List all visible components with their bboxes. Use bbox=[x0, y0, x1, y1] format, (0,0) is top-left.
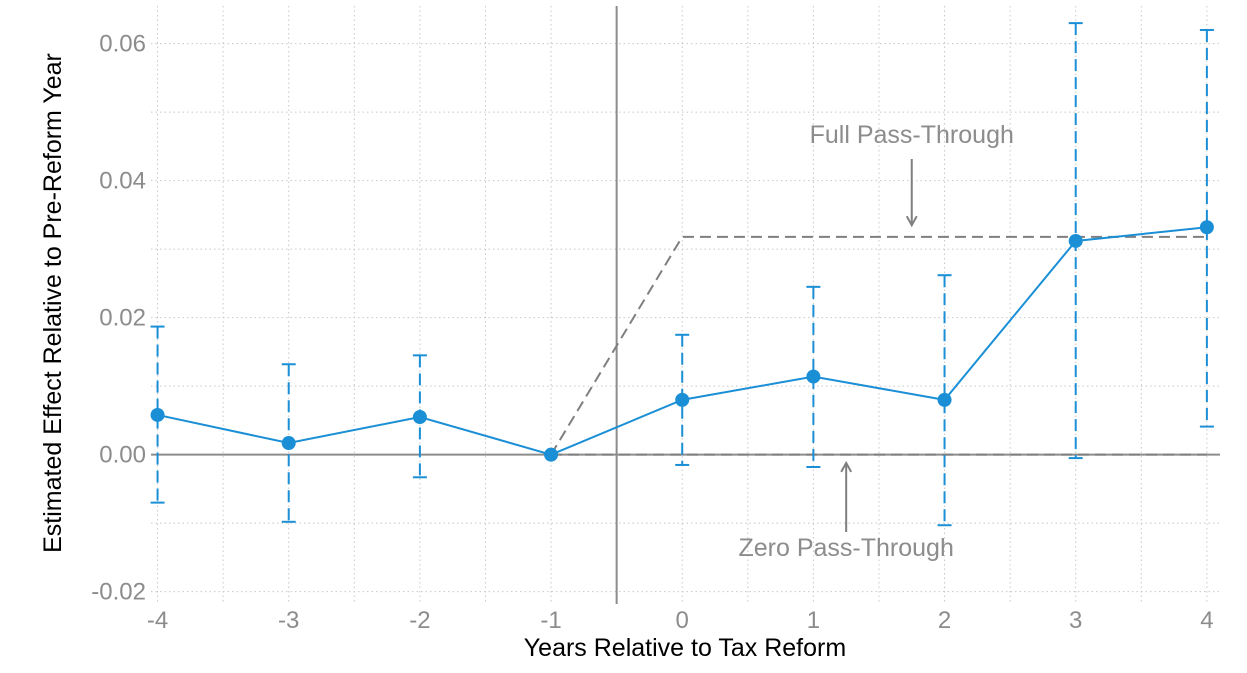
annotation-arrow-head bbox=[905, 215, 918, 228]
annotation-label: Full Pass-Through bbox=[810, 121, 1014, 149]
y-axis-title: Estimated Effect Relative to Pre-Reform … bbox=[39, 53, 67, 553]
data-point bbox=[150, 407, 165, 422]
x-tick-label: 3 bbox=[1069, 607, 1082, 634]
data-point bbox=[412, 409, 427, 424]
full-pass-through-line bbox=[550, 235, 1207, 456]
x-axis-title: Years Relative to Tax Reform bbox=[524, 634, 846, 662]
y-tick-label: 0.02 bbox=[99, 305, 146, 332]
x-tick-label: 4 bbox=[1200, 607, 1213, 634]
y-tick-labels: -0.02 0.00 0.02 0.04 0.06 bbox=[91, 31, 146, 606]
data-point bbox=[281, 436, 296, 451]
x-tick-label: 0 bbox=[676, 607, 689, 634]
error-bars bbox=[150, 22, 1214, 527]
data-point bbox=[1068, 233, 1083, 248]
annotation-label: Zero Pass-Through bbox=[738, 534, 953, 562]
data-point bbox=[806, 369, 821, 384]
x-tick-label: 1 bbox=[807, 607, 820, 634]
x-tick-label: -3 bbox=[278, 607, 299, 634]
y-tick-label: -0.02 bbox=[91, 579, 146, 606]
x-tick-label: -4 bbox=[147, 607, 168, 634]
data-point bbox=[937, 392, 952, 407]
x-tick-labels: -4 -3 -2 -1 0 1 2 3 4 bbox=[147, 607, 1214, 634]
data-point bbox=[675, 392, 690, 407]
x-tick-label: -2 bbox=[409, 607, 430, 634]
annotation-arrow-head bbox=[840, 460, 853, 473]
x-tick-label: -1 bbox=[540, 607, 561, 634]
data-point bbox=[544, 447, 559, 462]
y-tick-label: 0.06 bbox=[99, 31, 146, 58]
data-point bbox=[1199, 220, 1214, 235]
x-tick-label: 2 bbox=[938, 607, 951, 634]
grid bbox=[151, 6, 1220, 604]
y-tick-label: 0.00 bbox=[99, 442, 146, 469]
annotations: Full Pass-Through Zero Pass-Through bbox=[738, 121, 1013, 562]
reference-lines bbox=[550, 235, 1207, 456]
data-points bbox=[150, 220, 1214, 462]
y-tick-label: 0.04 bbox=[99, 168, 146, 195]
